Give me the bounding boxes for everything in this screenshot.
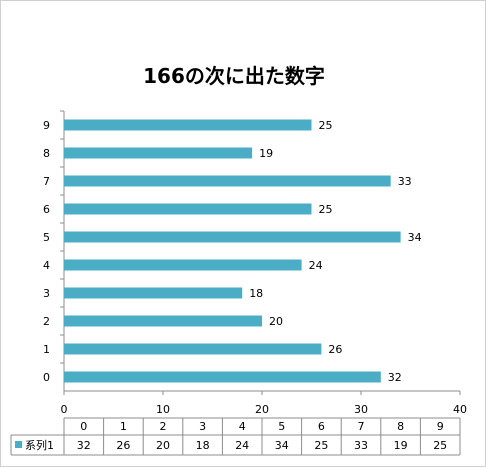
data-label: 18 bbox=[249, 287, 263, 300]
table-header-cell: 2 bbox=[160, 420, 167, 433]
bar-5 bbox=[64, 231, 401, 243]
x-tick-label: 10 bbox=[156, 403, 170, 416]
table-header-cell: 6 bbox=[318, 420, 325, 433]
table-header-cell: 5 bbox=[278, 420, 285, 433]
table-value-cell: 25 bbox=[433, 439, 447, 452]
bar-7 bbox=[64, 175, 391, 187]
data-label: 34 bbox=[408, 231, 422, 244]
table-header-cell: 8 bbox=[397, 420, 404, 433]
x-tick-label: 0 bbox=[61, 403, 68, 416]
table-header-cell: 4 bbox=[239, 420, 246, 433]
data-label: 19 bbox=[259, 147, 273, 160]
y-tick-label: 4 bbox=[43, 259, 50, 272]
table-value-cell: 33 bbox=[354, 439, 368, 452]
data-label: 25 bbox=[319, 203, 333, 216]
data-label: 25 bbox=[319, 119, 333, 132]
table-header-cell: 3 bbox=[199, 420, 206, 433]
y-tick-label: 0 bbox=[43, 371, 50, 384]
bar-8 bbox=[64, 147, 253, 159]
table-value-cell: 26 bbox=[116, 439, 130, 452]
y-tick-label: 6 bbox=[43, 203, 50, 216]
table-value-cell: 34 bbox=[275, 439, 289, 452]
table-header-cell: 1 bbox=[120, 420, 127, 433]
table-header-cell: 9 bbox=[437, 420, 444, 433]
bar-4 bbox=[64, 259, 302, 271]
x-tick-label: 20 bbox=[255, 403, 269, 416]
x-tick-label: 30 bbox=[354, 403, 368, 416]
table-header-cell: 7 bbox=[358, 420, 365, 433]
table-header-cell: 0 bbox=[80, 420, 87, 433]
legend-key bbox=[15, 441, 22, 448]
y-tick-label: 7 bbox=[43, 175, 50, 188]
data-label: 20 bbox=[269, 315, 283, 328]
table-value-cell: 32 bbox=[77, 439, 91, 452]
bar-6 bbox=[64, 203, 312, 215]
y-tick-label: 2 bbox=[43, 315, 50, 328]
data-label: 24 bbox=[309, 259, 323, 272]
y-tick-label: 9 bbox=[43, 119, 50, 132]
plot-area: 0 32 1 26 2 20 3 18 4 24 5 34 6 25 7 33 8 19 9 25 0 10 20 30 40 bbox=[43, 110, 467, 416]
bar-1 bbox=[64, 343, 322, 355]
table-value-cell: 25 bbox=[314, 439, 328, 452]
bar-0 bbox=[64, 371, 381, 383]
chart-title: 166の次に出た数字 bbox=[143, 64, 325, 88]
table-value-cell: 20 bbox=[156, 439, 170, 452]
y-tick-label: 8 bbox=[43, 147, 50, 160]
y-tick-label: 3 bbox=[43, 287, 50, 300]
bar-3 bbox=[64, 287, 243, 299]
legend-series-name: 系列1 bbox=[25, 438, 54, 452]
data-label: 32 bbox=[388, 371, 402, 384]
y-tick-label: 5 bbox=[43, 231, 50, 244]
table-value-cell: 24 bbox=[235, 439, 249, 452]
bar-2 bbox=[64, 315, 262, 327]
y-tick-label: 1 bbox=[43, 343, 50, 356]
x-tick-label: 40 bbox=[453, 403, 467, 416]
bar-9 bbox=[64, 119, 312, 131]
data-table: 0 32 1 26 2 20 3 18 4 24 5 34 6 25 7 33 8 19 9 25 系列1 bbox=[10, 417, 461, 456]
table-value-cell: 19 bbox=[394, 439, 408, 452]
data-label: 33 bbox=[398, 175, 412, 188]
data-label: 26 bbox=[328, 343, 342, 356]
table-value-cell: 18 bbox=[196, 439, 210, 452]
